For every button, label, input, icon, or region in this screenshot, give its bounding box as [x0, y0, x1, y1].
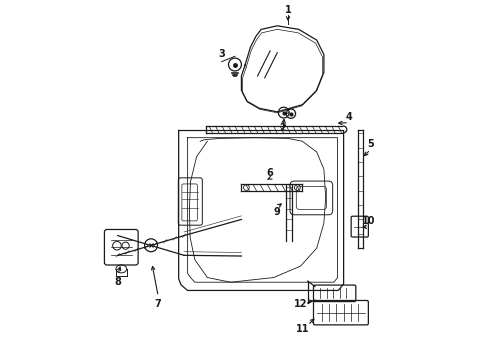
Text: 5: 5 [367, 139, 374, 149]
Text: 10: 10 [362, 216, 375, 226]
Text: 11: 11 [295, 324, 309, 334]
Text: 6: 6 [267, 168, 273, 178]
Text: 4: 4 [345, 112, 352, 122]
Text: 12: 12 [294, 299, 307, 309]
Text: 9: 9 [274, 207, 281, 217]
Text: 8: 8 [114, 277, 121, 287]
Text: 3: 3 [219, 49, 225, 59]
Text: 2: 2 [279, 123, 286, 133]
Text: 7: 7 [155, 299, 162, 309]
Text: 1: 1 [285, 5, 292, 15]
